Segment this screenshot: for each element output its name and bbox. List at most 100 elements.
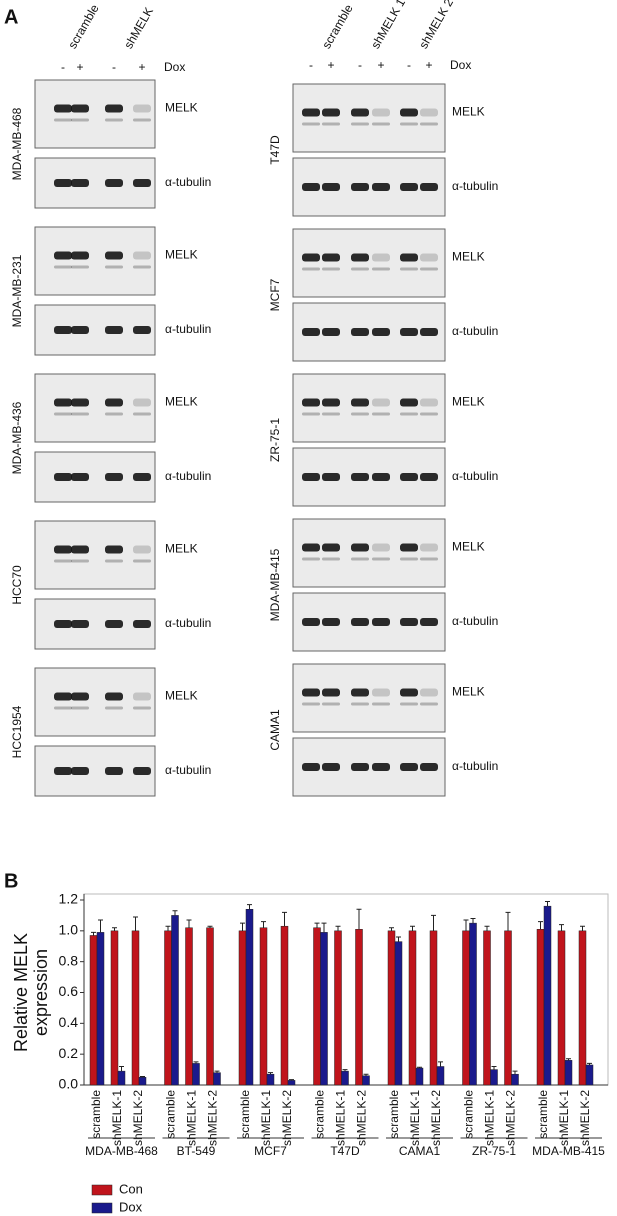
group-label: shMELK: [121, 5, 156, 51]
band: [133, 326, 151, 334]
band: [351, 122, 369, 126]
x-tick-label: scramble: [89, 1090, 103, 1139]
blot: [292, 83, 446, 153]
band: [71, 118, 89, 122]
blot: [292, 518, 446, 588]
band-label: α-tubulin: [452, 759, 498, 773]
band: [372, 122, 390, 126]
band: [372, 108, 390, 117]
band: [105, 179, 123, 187]
band: [71, 559, 89, 563]
band-label: α-tubulin: [452, 469, 498, 483]
band: [372, 557, 390, 561]
bar: [138, 1077, 147, 1086]
band: [322, 267, 340, 271]
x-tick-label: shMELK-1: [185, 1090, 199, 1146]
x-tick-label: scramble: [387, 1090, 401, 1139]
bar: [557, 930, 566, 1086]
bar: [362, 1075, 370, 1086]
band: [400, 253, 418, 262]
blot: [292, 228, 446, 298]
error-bar: [512, 1070, 518, 1075]
band: [54, 473, 72, 481]
x-tick-label: scramble: [238, 1090, 252, 1139]
band: [420, 763, 438, 771]
band: [105, 398, 123, 407]
bar: [387, 930, 396, 1086]
error-bar: [335, 925, 341, 931]
band: [133, 251, 151, 260]
band: [302, 618, 320, 626]
y-tick-label: 0.4: [59, 1014, 79, 1030]
band: [71, 398, 89, 407]
band: [400, 267, 418, 271]
dox-label: Dox: [450, 58, 471, 72]
error-bar: [282, 911, 287, 927]
band: [54, 398, 72, 407]
band: [105, 473, 123, 481]
bar: [238, 930, 247, 1086]
band: [351, 618, 369, 626]
band: [400, 543, 418, 552]
band-label: α-tubulin: [165, 616, 211, 630]
error-bar: [410, 925, 415, 931]
bar: [578, 930, 587, 1086]
x-tick-label: shMELK-2: [131, 1090, 145, 1146]
band: [400, 183, 418, 191]
band: [322, 618, 340, 626]
band-label: MELK: [452, 105, 485, 119]
bar: [462, 930, 470, 1086]
bar: [213, 1072, 221, 1086]
band: [302, 398, 320, 407]
band: [54, 179, 72, 187]
error-bar: [314, 922, 320, 928]
band: [351, 253, 369, 262]
band: [372, 763, 390, 771]
bar: [185, 927, 193, 1086]
band: [302, 557, 320, 561]
band: [400, 122, 418, 126]
blot: [34, 226, 156, 296]
band: [322, 702, 340, 706]
band: [302, 688, 320, 697]
error-bar: [91, 931, 96, 936]
band: [71, 473, 89, 481]
band: [372, 328, 390, 336]
band-label: MELK: [165, 101, 198, 115]
band: [133, 620, 151, 628]
error-bar: [119, 1066, 124, 1072]
band: [133, 545, 151, 554]
error-bar: [587, 1062, 592, 1065]
x-tick-label: shMELK-2: [504, 1090, 518, 1146]
band: [105, 412, 123, 416]
band: [372, 688, 390, 697]
bar: [408, 930, 417, 1086]
band: [420, 108, 438, 117]
blot: [34, 79, 156, 149]
band: [420, 267, 438, 271]
bar: [585, 1064, 594, 1086]
y-tick-label: 1.0: [59, 922, 79, 938]
bar: [287, 1080, 296, 1086]
blot: [34, 520, 156, 590]
band: [351, 267, 369, 271]
band: [54, 559, 72, 563]
band: [71, 265, 89, 269]
y-tick-label: 0.0: [59, 1076, 79, 1092]
band: [133, 473, 151, 481]
dox-sign: -: [358, 58, 362, 72]
band: [133, 767, 151, 775]
band: [105, 692, 123, 701]
x-tick-label: shMELK-2: [429, 1090, 443, 1146]
band: [71, 706, 89, 710]
error-bar: [342, 1069, 348, 1072]
group-label: MCF7: [254, 1144, 287, 1158]
band: [372, 618, 390, 626]
band: [351, 412, 369, 416]
cell-line-label: HCC1954: [10, 705, 24, 758]
legend-swatch: [91, 1202, 113, 1214]
cell-line-label: CAMA1: [268, 709, 282, 751]
dox-sign: -: [112, 60, 116, 74]
band: [322, 398, 340, 407]
error-bar: [193, 1061, 199, 1064]
